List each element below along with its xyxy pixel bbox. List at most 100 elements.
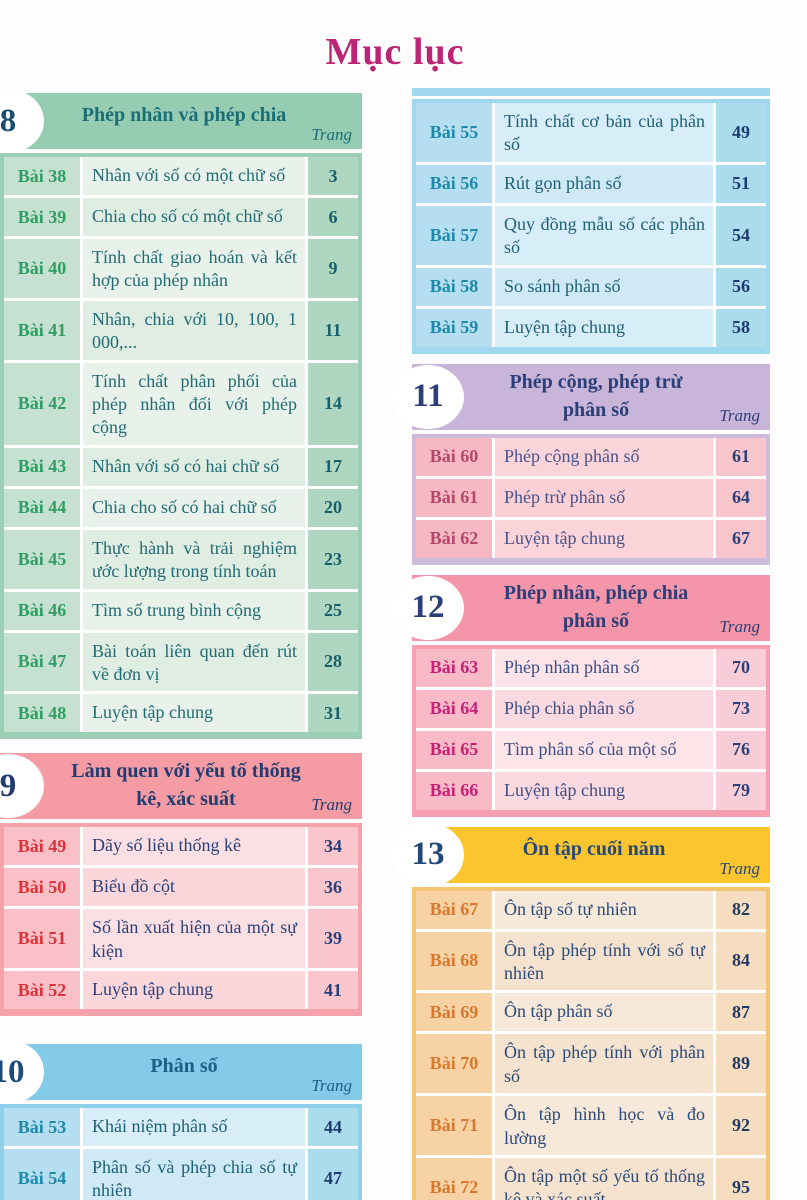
lesson-page-number: 58	[716, 308, 766, 347]
toc-row: Bài 52 Luyện tập chung 41	[4, 971, 358, 1010]
lesson-title: Tính chất phân phối của phép nhân đối vớ…	[83, 362, 305, 445]
lesson-label: Bài 41	[4, 300, 80, 360]
toc-row: Bài 57 Quy đồng mẫu số các phân số 54	[416, 205, 766, 265]
toc-row: Bài 53 Khái niệm phân số 44	[4, 1108, 358, 1147]
toc-row: Bài 38 Nhân với số có một chữ số 3	[4, 157, 358, 195]
toc-row: Bài 62 Luyện tập chung 67	[416, 519, 766, 558]
section-title: Phép nhân và phép chia	[81, 104, 287, 126]
lesson-page-number: 25	[308, 591, 358, 630]
lesson-title: Số lần xuất hiện của một sự kiện	[83, 909, 305, 969]
lesson-label: Bài 71	[416, 1096, 492, 1155]
lesson-page-number: 92	[716, 1096, 766, 1155]
lesson-title: Khái niệm phân số	[83, 1108, 305, 1147]
lesson-page-number: 79	[716, 771, 766, 810]
lesson-page-number: 41	[308, 971, 358, 1010]
lesson-label: Bài 51	[4, 909, 80, 969]
lesson-title: Luyện tập chung	[495, 519, 713, 558]
lesson-label: Bài 55	[416, 103, 492, 162]
toc-row: Bài 65 Tìm phân số của một số 76	[416, 730, 766, 769]
lesson-label: Bài 65	[416, 730, 492, 769]
section-rows: Bài 55 Tính chất cơ bản của phân số 49 B…	[412, 99, 770, 354]
lesson-label: Bài 60	[416, 437, 492, 476]
right-column: Bài 55 Tính chất cơ bản của phân số 49 B…	[392, 88, 770, 1200]
lesson-title: Phép cộng phân số	[495, 437, 713, 476]
lesson-label: Bài 62	[416, 519, 492, 558]
lesson-label: Bài 70	[416, 1034, 492, 1094]
section-number-badge: 8	[0, 89, 44, 153]
toc-row: Bài 70 Ôn tập phép tính với phân số 89	[416, 1034, 766, 1094]
lesson-page-number: 49	[716, 103, 766, 162]
toc-row: Bài 60 Phép cộng phân số 61	[416, 437, 766, 476]
lesson-page-number: 70	[716, 648, 766, 687]
lesson-title: Thực hành và trải nghiệm ước lượng trong…	[83, 529, 305, 589]
lesson-title: Luyện tập chung	[83, 694, 305, 733]
toc-row: Bài 61 Phép trừ phân số 64	[416, 478, 766, 517]
lesson-title: Tìm số trung bình cộng	[83, 591, 305, 630]
section-header: 12 Phép nhân, phép chia phân số Trang	[392, 574, 770, 641]
lesson-title: Ôn tập một số yếu tố thống kê và xác suấ…	[495, 1157, 713, 1200]
section-number: 10	[0, 1053, 25, 1090]
lesson-page-number: 44	[308, 1108, 358, 1147]
lesson-page-number: 47	[308, 1149, 358, 1200]
toc-section-13: 13 Ôn tập cuối năm Trang Bài 67 Ôn tập s…	[392, 822, 770, 1200]
toc-row: Bài 72 Ôn tập một số yếu tố thống kê và …	[416, 1157, 766, 1200]
section-header: 10 Phân số Trang	[0, 1040, 362, 1105]
lesson-label: Bài 72	[416, 1157, 492, 1200]
section-number: 12	[411, 589, 445, 626]
lesson-label: Bài 67	[416, 890, 492, 929]
lesson-label: Bài 64	[416, 689, 492, 728]
lesson-title: Ôn tập hình học và đo lường	[495, 1096, 713, 1155]
toc-section-8: 8 Phép nhân và phép chia Trang Bài 38 Nh…	[0, 89, 362, 740]
section-title: Phân số	[150, 1055, 218, 1078]
toc-row: Bài 58 So sánh phân số 56	[416, 267, 766, 306]
toc-row: Bài 68 Ôn tập phép tính với số tự nhiên …	[416, 931, 766, 991]
lesson-label: Bài 44	[4, 488, 80, 527]
lesson-page-number: 95	[716, 1157, 766, 1200]
section-number: 8	[0, 102, 17, 139]
lesson-title: Luyện tập chung	[495, 308, 713, 347]
lesson-title: Rút gọn phân số	[495, 164, 713, 203]
lesson-title: Dãy số liệu thống kê	[83, 827, 305, 866]
lesson-label: Bài 53	[4, 1108, 80, 1147]
lesson-page-number: 31	[308, 694, 358, 733]
section-header: 13 Ôn tập cuối năm Trang	[392, 822, 770, 887]
lesson-title: Chia cho số có hai chữ số	[83, 488, 305, 527]
toc-row: Bài 41 Nhân, chia với 10, 100, 1 000,...…	[4, 300, 358, 360]
lesson-title: So sánh phân số	[495, 267, 713, 306]
lesson-page-number: 20	[308, 488, 358, 527]
section-top-strip	[412, 88, 770, 96]
lesson-label: Bài 59	[416, 308, 492, 347]
section-number-badge: 11	[392, 364, 464, 429]
lesson-title: Biểu đồ cột	[83, 868, 305, 907]
lesson-page-number: 11	[308, 300, 358, 360]
page-column-label: Trang	[311, 795, 352, 815]
lesson-title: Ôn tập phép tính với số tự nhiên	[495, 931, 713, 991]
toc-row: Bài 63 Phép nhân phân số 70	[416, 648, 766, 687]
lesson-page-number: 51	[716, 164, 766, 203]
lesson-label: Bài 61	[416, 478, 492, 517]
section-number-badge: 9	[0, 754, 44, 819]
lesson-title: Tính chất giao hoán và kết hợp của phép …	[83, 239, 305, 298]
toc-section-10-continued: Bài 55 Tính chất cơ bản của phân số 49 B…	[412, 88, 770, 354]
lesson-page-number: 17	[308, 447, 358, 486]
lesson-title: Quy đồng mẫu số các phân số	[495, 205, 713, 265]
toc-section-9: 9 Làm quen với yếu tố thống kê, xác suất…	[0, 753, 362, 1017]
lesson-label: Bài 52	[4, 971, 80, 1010]
lesson-title: Luyện tập chung	[495, 771, 713, 810]
section-title: Ôn tập cuối năm	[522, 837, 666, 860]
page-column-label: Trang	[719, 616, 760, 636]
lesson-page-number: 82	[716, 890, 766, 929]
lesson-page-number: 87	[716, 993, 766, 1032]
lesson-label: Bài 57	[416, 205, 492, 265]
toc-row: Bài 71 Ôn tập hình học và đo lường 92	[416, 1096, 766, 1155]
section-title: Làm quen với yếu tố thống kê, xác suất	[71, 760, 301, 811]
lesson-title: Phép trừ phân số	[495, 478, 713, 517]
lesson-label: Bài 42	[4, 362, 80, 445]
section-title: Phép cộng, phép trừ phân số	[509, 370, 683, 421]
lesson-page-number: 39	[308, 909, 358, 969]
lesson-page-number: 67	[716, 519, 766, 558]
lesson-page-number: 23	[308, 529, 358, 589]
toc-row: Bài 42 Tính chất phân phối của phép nhân…	[4, 362, 358, 445]
toc-section-12: 12 Phép nhân, phép chia phân số Trang Bà…	[392, 574, 770, 817]
left-column: 8 Phép nhân và phép chia Trang Bài 38 Nh…	[0, 89, 362, 1200]
